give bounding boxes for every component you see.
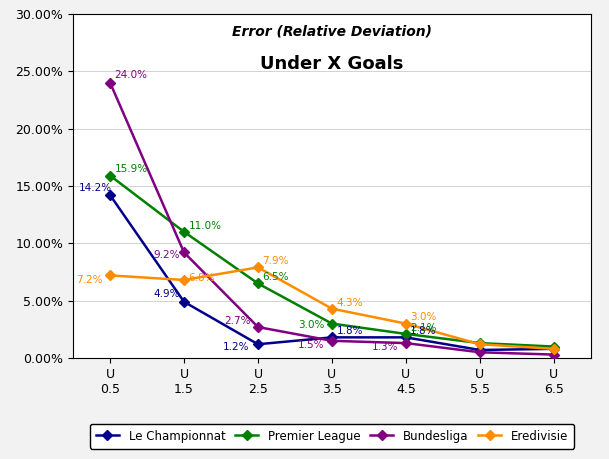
Bundesliga	[107, 80, 114, 85]
Eredivisie	[550, 346, 557, 352]
Premier League	[328, 321, 336, 326]
Line: Eredivisie: Eredivisie	[107, 264, 557, 353]
Line: Bundesliga: Bundesliga	[107, 79, 557, 358]
Le Championnat	[550, 346, 557, 352]
Text: 1.5%: 1.5%	[298, 340, 325, 350]
Text: Error (Relative Deviation): Error (Relative Deviation)	[232, 24, 432, 38]
Text: 15.9%: 15.9%	[114, 164, 147, 174]
Bundesliga	[402, 341, 409, 346]
Bundesliga	[180, 250, 188, 255]
Text: 6.8%: 6.8%	[188, 274, 215, 283]
Le Championnat	[476, 347, 484, 353]
Legend: Le Championnat, Premier League, Bundesliga, Eredivisie: Le Championnat, Premier League, Bundesli…	[90, 424, 574, 448]
Text: 1.8%: 1.8%	[410, 326, 437, 336]
Eredivisie	[180, 277, 188, 283]
Text: 7.9%: 7.9%	[262, 256, 289, 266]
Eredivisie	[476, 341, 484, 347]
Premier League	[107, 173, 114, 178]
Text: 1.8%: 1.8%	[336, 326, 363, 336]
Premier League	[402, 331, 409, 337]
Line: Le Championnat: Le Championnat	[107, 191, 557, 353]
Premier League	[476, 341, 484, 346]
Text: 4.9%: 4.9%	[153, 290, 180, 299]
Eredivisie	[255, 264, 262, 270]
Le Championnat	[255, 341, 262, 347]
Le Championnat	[402, 335, 409, 340]
Le Championnat	[107, 192, 114, 198]
Text: 3.0%: 3.0%	[410, 313, 437, 322]
Text: 3.0%: 3.0%	[298, 320, 324, 330]
Text: 2.7%: 2.7%	[224, 316, 250, 326]
Eredivisie	[107, 273, 114, 278]
Bundesliga	[255, 324, 262, 330]
Premier League	[255, 280, 262, 286]
Text: 14.2%: 14.2%	[79, 183, 112, 193]
Le Championnat	[180, 299, 188, 305]
Text: 6.5%: 6.5%	[262, 272, 289, 282]
Text: 9.2%: 9.2%	[153, 251, 180, 261]
Text: 24.0%: 24.0%	[114, 70, 147, 80]
Le Championnat	[328, 335, 336, 340]
Eredivisie	[328, 306, 336, 311]
Text: 4.3%: 4.3%	[336, 297, 363, 308]
Text: 1.3%: 1.3%	[372, 342, 398, 353]
Bundesliga	[328, 338, 336, 343]
Premier League	[550, 344, 557, 349]
Premier League	[180, 229, 188, 235]
Text: 2.1%: 2.1%	[410, 323, 437, 333]
Bundesliga	[550, 352, 557, 357]
Bundesliga	[476, 350, 484, 355]
Text: 11.0%: 11.0%	[188, 221, 222, 230]
Text: 7.2%: 7.2%	[76, 274, 102, 285]
Eredivisie	[402, 321, 409, 326]
Text: Under X Goals: Under X Goals	[260, 55, 404, 73]
Line: Premier League: Premier League	[107, 172, 557, 350]
Text: 1.2%: 1.2%	[222, 342, 249, 353]
